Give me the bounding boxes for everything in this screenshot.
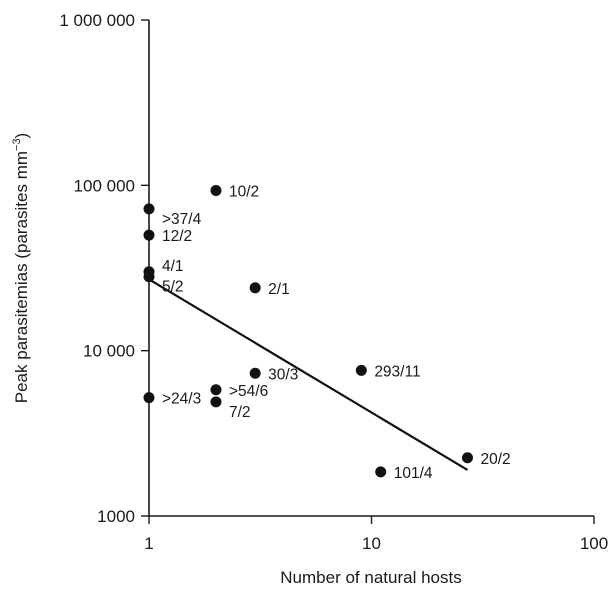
y-axis-title-unit-exponent: −3 bbox=[11, 138, 23, 151]
data-point bbox=[143, 229, 155, 241]
data-point bbox=[249, 282, 261, 294]
point-label: 2/1 bbox=[268, 281, 290, 298]
point-label: 12/2 bbox=[162, 228, 192, 245]
axis-titles: Number of natural hosts Peak parasitemia… bbox=[11, 133, 462, 587]
y-tick-label: 1000 bbox=[97, 507, 135, 526]
x-tick-label: 100 bbox=[580, 534, 608, 553]
point-label: >37/4 bbox=[162, 211, 202, 228]
y-tick-label: 10 000 bbox=[83, 342, 135, 361]
data-point bbox=[375, 466, 387, 478]
data-point bbox=[249, 367, 261, 379]
y-tick-label: 1 000 000 bbox=[59, 11, 135, 30]
point-label: 10/2 bbox=[229, 184, 259, 201]
point-label: 4/1 bbox=[162, 258, 184, 275]
point-label: 5/2 bbox=[162, 279, 184, 296]
point-label: 293/11 bbox=[374, 363, 420, 380]
y-tick-label: 100 000 bbox=[74, 176, 135, 195]
data-point bbox=[143, 203, 155, 215]
data-point bbox=[143, 271, 155, 283]
regression-line-group bbox=[148, 278, 469, 471]
point-label: 7/2 bbox=[229, 404, 251, 421]
data-point bbox=[355, 364, 367, 376]
point-label: 20/2 bbox=[480, 451, 510, 468]
point-label: 30/3 bbox=[268, 366, 298, 383]
regression-line bbox=[148, 278, 469, 471]
data-point bbox=[143, 392, 155, 404]
y-axis-title: Peak parasitemias (parasites mm−3) bbox=[11, 133, 31, 403]
point-label: >24/3 bbox=[162, 391, 201, 408]
x-tick-label: 1 bbox=[144, 534, 153, 553]
x-axis-title: Number of natural hosts bbox=[280, 568, 461, 587]
y-axis-title-close: ) bbox=[12, 133, 31, 139]
data-points: >37/412/2 4/1 5/2 >24/3 10/2 >54/6 7/2 2/1 30/3 2… bbox=[143, 184, 511, 482]
data-point bbox=[210, 185, 222, 197]
data-point bbox=[210, 384, 222, 396]
y-axis-title-main: Peak parasitemias (parasites mm bbox=[12, 151, 31, 403]
data-point bbox=[210, 396, 222, 408]
data-point bbox=[461, 452, 473, 464]
point-label: 101/4 bbox=[394, 465, 433, 482]
axes: 1000 10 000 100 000 1 000 000 1 10 100 bbox=[59, 11, 608, 553]
point-label: >54/6 bbox=[229, 383, 268, 400]
x-tick-label: 10 bbox=[362, 534, 381, 553]
